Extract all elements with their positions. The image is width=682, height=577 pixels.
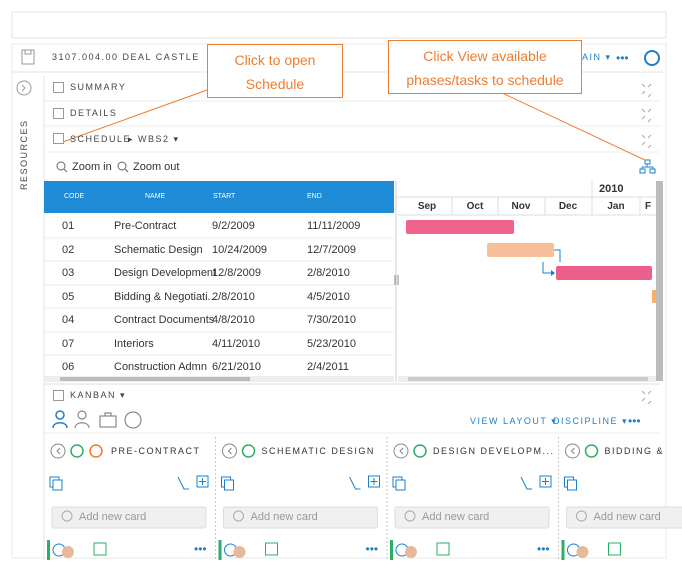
view-label: MAIN bbox=[573, 52, 602, 62]
column-header: CODE bbox=[64, 193, 85, 200]
section-summary[interactable]: SUMMARY bbox=[70, 82, 127, 92]
collapse-box[interactable] bbox=[53, 390, 64, 401]
gantt-year: 2010 bbox=[599, 183, 624, 195]
discipline[interactable]: DISCIPLINE ▾ bbox=[553, 416, 629, 426]
add-card[interactable]: Add new card bbox=[250, 511, 318, 523]
cell: 9/2/2009 bbox=[212, 220, 255, 232]
cell: Design Development bbox=[114, 267, 217, 279]
section-details[interactable]: DETAILS bbox=[70, 108, 118, 118]
section-schedule[interactable]: SCHEDULE bbox=[70, 134, 132, 144]
cell: 12/8/2009 bbox=[212, 267, 261, 279]
cell: 5/23/2010 bbox=[307, 337, 356, 350]
wbs-label: WBS2 bbox=[138, 134, 170, 144]
cell: 03 bbox=[62, 267, 75, 279]
cell: Contract Documents bbox=[114, 314, 215, 326]
resources-tab[interactable]: RESOURCES bbox=[19, 119, 29, 190]
cell: 10/24/2009 bbox=[212, 243, 268, 256]
column-header: END bbox=[307, 193, 322, 200]
add-card[interactable]: Add new card bbox=[593, 511, 661, 523]
zoom-out[interactable]: Zoom out bbox=[133, 161, 180, 173]
column-header: START bbox=[213, 193, 236, 200]
wbs-menu[interactable]: ▸ WBS2 ▾ bbox=[128, 134, 180, 144]
kanban-column-title: SCHEMATIC DESIGN bbox=[261, 446, 375, 456]
view-layout[interactable]: VIEW LAYOUT ▾ bbox=[470, 416, 558, 426]
view-layout-label: VIEW LAYOUT bbox=[470, 416, 548, 426]
kanban-column-title: DESIGN DEVELOPM... bbox=[433, 446, 555, 456]
kanban-more[interactable]: ••• bbox=[628, 414, 641, 428]
expand-box[interactable] bbox=[53, 82, 64, 93]
gantt-month: F bbox=[645, 201, 652, 212]
zoom-in[interactable]: Zoom in bbox=[72, 161, 112, 173]
cell: Bidding & Negotiati... bbox=[114, 290, 217, 303]
cell: 05 bbox=[62, 290, 75, 303]
kanban-title[interactable]: KANBAN ▾ bbox=[70, 390, 127, 400]
cell: Pre-Contract bbox=[114, 220, 177, 232]
gantt-month: Jan bbox=[607, 201, 625, 212]
cell: 6/21/2010 bbox=[212, 361, 261, 373]
card-more[interactable]: ••• bbox=[537, 542, 550, 556]
gantt-month: Nov bbox=[511, 201, 531, 212]
kanban-column-title: PRE-CONTRACT bbox=[111, 446, 201, 456]
cell: 4/11/2010 bbox=[212, 337, 261, 350]
gantt-month: Oct bbox=[466, 201, 484, 212]
callout: Click to open Schedule bbox=[207, 44, 343, 98]
cell: 01 bbox=[62, 220, 75, 232]
cell: 2/8/2010 bbox=[307, 267, 350, 279]
discipline-label: DISCIPLINE bbox=[553, 416, 619, 426]
cell: 7/30/2010 bbox=[307, 314, 356, 326]
kanban-column-title: BIDDING & bbox=[604, 446, 665, 456]
card-more[interactable]: ••• bbox=[365, 542, 379, 556]
cell: 4/5/2010 bbox=[307, 290, 350, 303]
project-name: 3107.004.00 DEAL CASTLE bbox=[52, 52, 200, 62]
callout: Click View available phases/tasks to sch… bbox=[388, 40, 582, 94]
cell: 2/4/2011 bbox=[307, 361, 350, 373]
gantt-month: Dec bbox=[558, 201, 578, 212]
cell: 06 bbox=[62, 361, 75, 373]
cell: 12/7/2009 bbox=[307, 243, 356, 256]
cell: Interiors bbox=[114, 337, 154, 350]
expand-box[interactable] bbox=[53, 108, 64, 119]
add-card[interactable]: Add new card bbox=[79, 511, 147, 523]
cell: 11/11/2009 bbox=[307, 220, 361, 232]
cell: 07 bbox=[62, 337, 75, 350]
kanban-label: KANBAN bbox=[70, 390, 117, 400]
cell: Schematic Design bbox=[114, 243, 203, 256]
cell: 04 bbox=[62, 314, 75, 326]
cell: 02 bbox=[62, 243, 75, 256]
card-more[interactable]: ••• bbox=[194, 542, 207, 556]
more-menu[interactable]: ••• bbox=[616, 51, 629, 65]
cell: 4/8/2010 bbox=[212, 314, 255, 326]
column-header: NAME bbox=[145, 193, 166, 200]
cell: Construction Admn bbox=[114, 361, 207, 373]
cell: 2/8/2010 bbox=[212, 290, 255, 303]
gantt-month: Sep bbox=[417, 201, 437, 212]
view-menu[interactable]: MAIN ▾ bbox=[573, 52, 612, 62]
add-card[interactable]: Add new card bbox=[422, 511, 490, 523]
collapse-box[interactable] bbox=[53, 133, 64, 144]
